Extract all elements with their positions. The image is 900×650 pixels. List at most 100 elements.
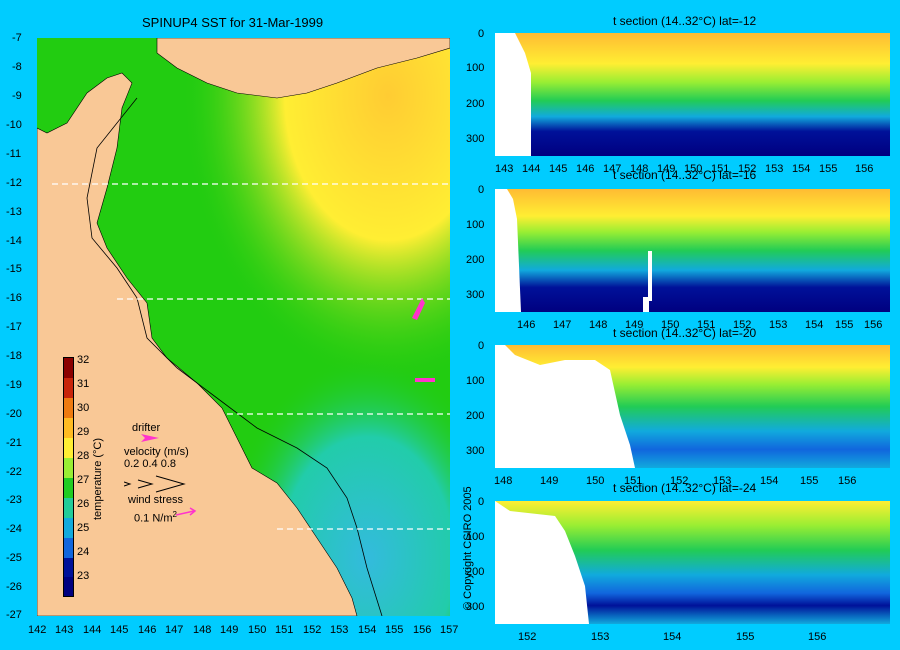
lon-label: 147: [165, 624, 184, 636]
legend-drifter-label: drifter: [132, 422, 161, 434]
lon-tick: 153: [713, 475, 732, 487]
copyright: © Copyright CSIRO 2005: [462, 486, 474, 610]
section-title: t section (14..32°C) lat=-24: [613, 481, 757, 495]
colorbar-swatch: [64, 518, 73, 538]
colorbar-tick: 29: [77, 426, 90, 438]
colorbar-swatch: [64, 478, 73, 498]
lat-label: -7: [12, 32, 22, 44]
lat-label: -22: [6, 466, 22, 478]
legend-wind-value: 0.1 N/m2: [134, 510, 177, 525]
lon-tick: 148: [630, 163, 649, 175]
section-title: t section (14..32°C) lat=-16: [613, 168, 757, 182]
legend-velocity-label: velocity (m/s): [124, 446, 189, 458]
colorbar-swatch: [64, 577, 73, 596]
lon-tick: 147: [603, 163, 622, 175]
depth-tick: 0: [478, 184, 485, 196]
drifter-marker: [412, 298, 425, 320]
legend-wind-exponent: 2: [172, 510, 177, 519]
colorbar-swatch: [64, 398, 73, 418]
colorbar-swatch: [64, 498, 73, 518]
lat-label: -20: [6, 408, 22, 420]
lon-label: 151: [275, 624, 294, 636]
lat-label: -8: [12, 61, 22, 73]
lat-label: -24: [6, 523, 22, 535]
lat-label: -14: [6, 235, 22, 247]
lon-tick: 152: [518, 631, 537, 643]
section-bathymetry-1: [495, 33, 531, 156]
depth-tick: 0: [478, 28, 485, 40]
legend-velocity-values: 0.2 0.4 0.8: [124, 458, 176, 470]
lon-tick: 155: [835, 319, 854, 331]
depth-tick: 100: [466, 62, 485, 74]
lon-tick: 152: [738, 163, 757, 175]
wind-stress-arrow-icon: [176, 507, 197, 516]
lon-label: 152: [303, 624, 322, 636]
depth-tick: 100: [466, 375, 485, 387]
island-marker: [57, 141, 71, 147]
lon-tick: 149: [625, 319, 644, 331]
colorbar-swatch: [64, 358, 73, 378]
colorbar-title: temperature (°C): [92, 437, 104, 520]
colorbar-tick: 30: [77, 402, 90, 414]
colorbar-tick: 26: [77, 498, 90, 510]
colorbar-svg: [64, 358, 73, 596]
lat-label: -16: [6, 292, 22, 304]
colorbar-swatch: [64, 418, 73, 438]
depth-tick: 200: [466, 254, 485, 266]
lon-tick: 154: [760, 475, 779, 487]
lon-label: 154: [358, 624, 377, 636]
sst-map: [37, 38, 450, 616]
drifter-arrow-icon: [141, 434, 159, 442]
lon-tick: 154: [805, 319, 824, 331]
lat-label: -10: [6, 119, 22, 131]
lat-label: -23: [6, 494, 22, 506]
lon-label: 148: [193, 624, 212, 636]
lon-tick: 151: [697, 319, 716, 331]
lat-label: -19: [6, 379, 22, 391]
lon-tick: 154: [663, 631, 682, 643]
depth-tick: 0: [478, 496, 485, 508]
lon-tick: 143: [495, 163, 514, 175]
lon-tick: 154: [792, 163, 811, 175]
lat-label: -21: [6, 437, 22, 449]
lon-tick: 152: [733, 319, 752, 331]
lat-label: -11: [6, 148, 22, 160]
depth-tick: 300: [466, 445, 485, 457]
lon-label: 153: [330, 624, 349, 636]
colorbar: [63, 357, 74, 597]
depth-tick: 300: [466, 289, 485, 301]
lon-label: 149: [220, 624, 239, 636]
lon-tick: 151: [624, 475, 643, 487]
colorbar-tick: 25: [77, 522, 90, 534]
lon-label: 146: [138, 624, 157, 636]
colorbar-tick: 32: [77, 354, 90, 366]
depth-tick: 100: [466, 531, 485, 543]
section-plot-lat-20: [495, 345, 890, 468]
colorbar-tick: 31: [77, 378, 90, 390]
shelf-contour: [86, 97, 383, 616]
section-plot-lat-16: [495, 189, 890, 312]
new-guinea-land: [156, 38, 450, 99]
section-bathymetry-3: [495, 345, 635, 468]
map-title: SPINUP4 SST for 31-Mar-1999: [142, 15, 324, 30]
lon-tick: 155: [819, 163, 838, 175]
lon-tick: 156: [864, 319, 883, 331]
colorbar-swatch: [64, 438, 73, 458]
lon-tick: 148: [589, 319, 608, 331]
lon-tick: 153: [769, 319, 788, 331]
drifter-marker: [415, 378, 435, 382]
lon-tick: 151: [711, 163, 730, 175]
lon-tick: 155: [800, 475, 819, 487]
lon-label: 143: [55, 624, 74, 636]
depth-tick: 200: [466, 98, 485, 110]
lon-label: 155: [385, 624, 404, 636]
section-title: t section (14..32°C) lat=-12: [613, 14, 757, 28]
lon-tick: 144: [522, 163, 541, 175]
section-bathymetry-2: [495, 189, 652, 312]
lon-tick: 146: [517, 319, 536, 331]
lon-tick: 156: [855, 163, 874, 175]
depth-tick: 300: [466, 601, 485, 613]
legend-wind-unit: 0.1 N/m: [134, 512, 173, 525]
depth-tick: 0: [478, 340, 485, 352]
colorbar-swatch: [64, 558, 73, 577]
